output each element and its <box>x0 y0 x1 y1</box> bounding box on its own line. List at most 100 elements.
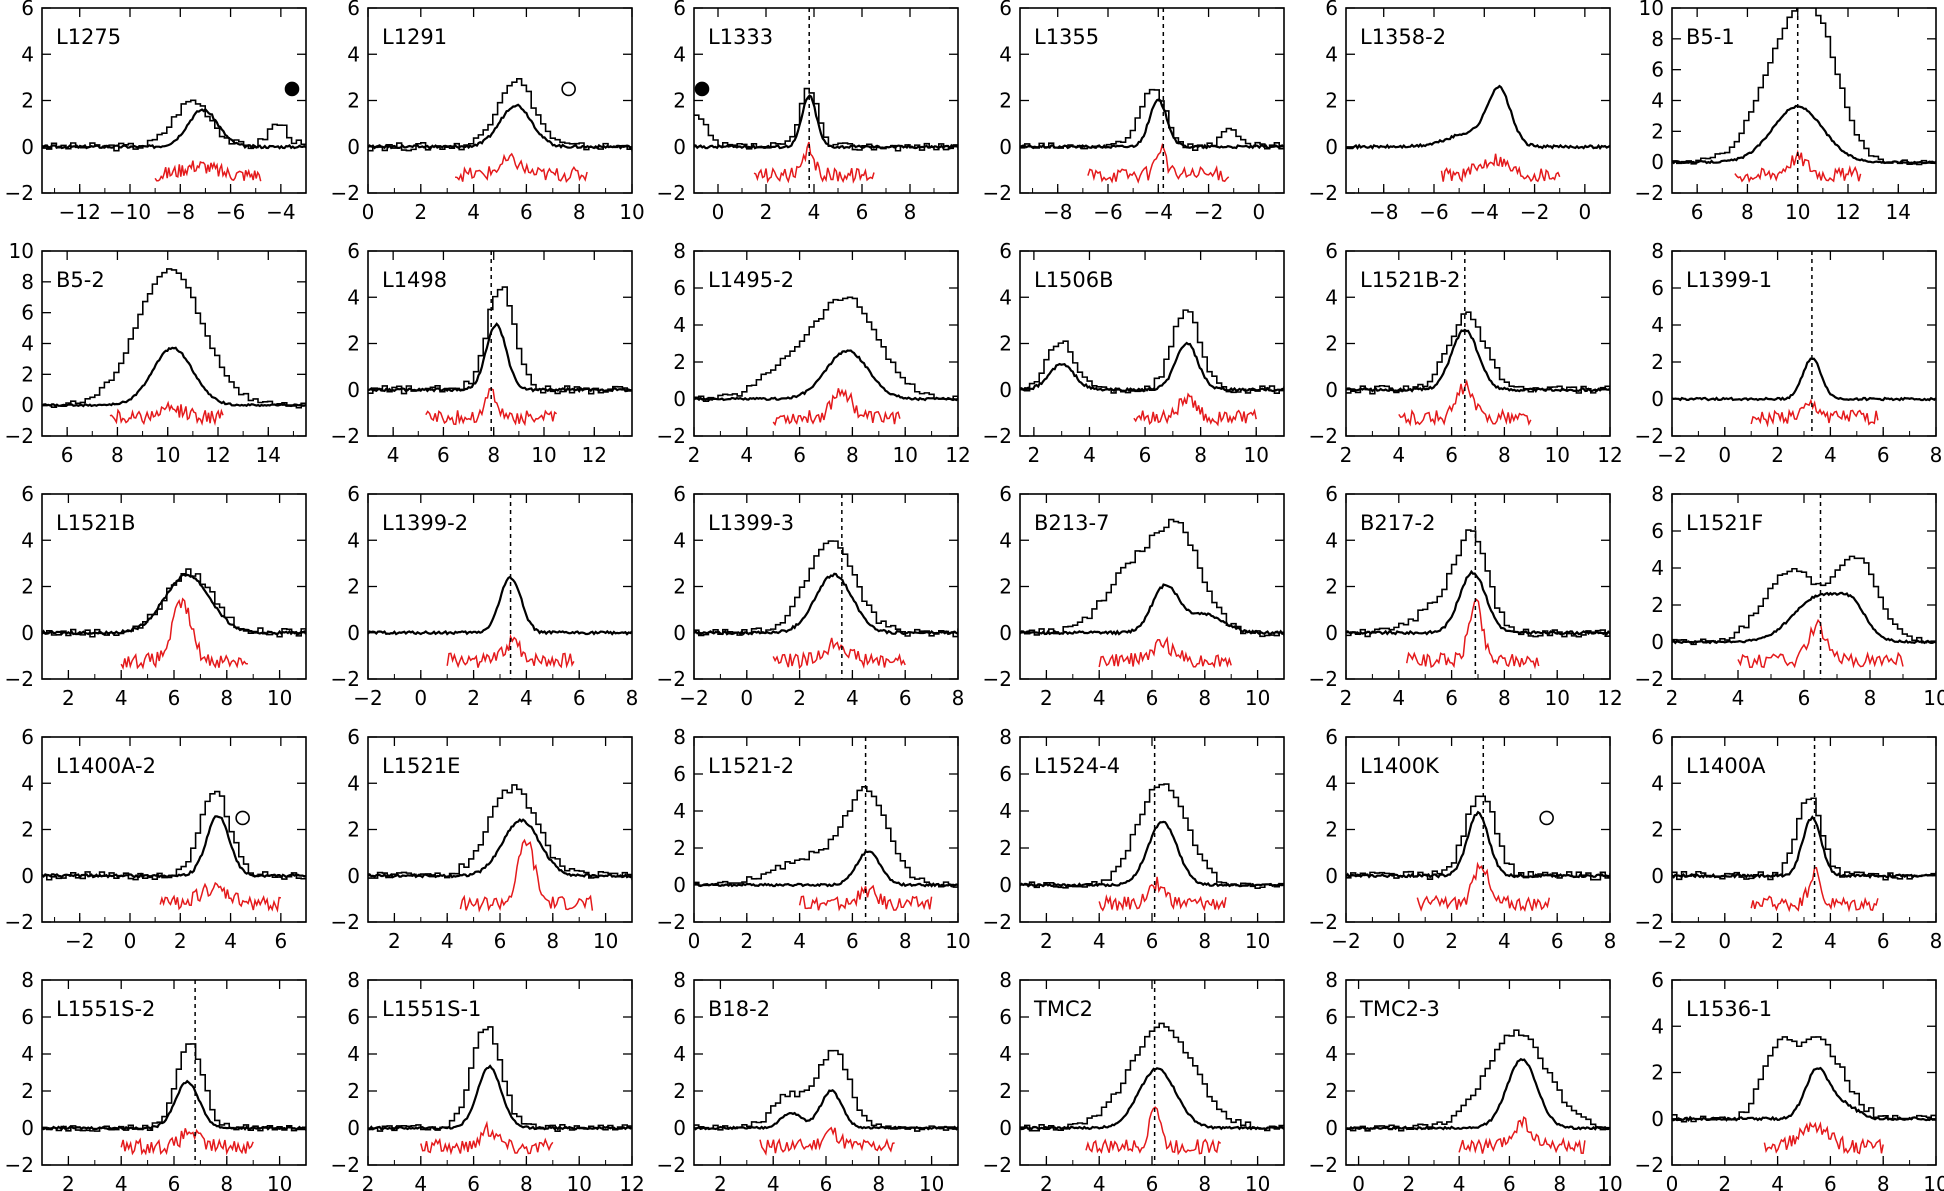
y-tick-label: −2 <box>983 1153 1012 1177</box>
x-tick-label: 8 <box>872 1172 885 1191</box>
x-tick-label: 10 <box>1544 443 1569 467</box>
y-tick-label: 6 <box>21 725 34 749</box>
spectrum-smooth-line <box>368 1064 632 1131</box>
x-tick-label: 6 <box>1445 686 1458 710</box>
x-tick-label: 4 <box>1824 443 1837 467</box>
y-tick-label: −2 <box>983 667 1012 691</box>
y-tick-label: 6 <box>1325 482 1338 506</box>
y-tick-label: 0 <box>1651 1107 1664 1131</box>
y-tick-label: 4 <box>1325 528 1338 552</box>
y-tick-label: 6 <box>1651 519 1664 543</box>
spectrum-panel-12: −2 0 2 4 6 8 −2 0 2 4 6 8 L1399-1 <box>1635 239 1943 467</box>
x-tick-label: 2 <box>688 443 701 467</box>
x-tick-label: −6 <box>216 200 245 224</box>
x-tick-label: 10 <box>1243 443 1268 467</box>
y-tick-label: 6 <box>673 482 686 506</box>
y-tick-label: 6 <box>1651 58 1664 82</box>
x-tick-label: 4 <box>520 686 533 710</box>
y-tick-label: 2 <box>1325 1079 1338 1103</box>
residual-spectrum <box>459 838 594 913</box>
spectrum-panel-1: −12 −10 −8 −6 −4 −2 0 2 4 6 L1275 <box>5 0 307 224</box>
y-tick-label: −2 <box>1309 910 1338 934</box>
x-tick-label: 2 <box>1028 443 1041 467</box>
panel-title: L1551S-2 <box>56 997 155 1021</box>
y-tick-label: 2 <box>999 89 1012 113</box>
y-tick-label: 4 <box>673 313 686 337</box>
spectrum-smooth-line <box>42 815 306 879</box>
y-tick-label: 6 <box>673 1005 686 1029</box>
y-tick-label: −2 <box>1309 181 1338 205</box>
residual-spectrum <box>154 160 262 182</box>
x-tick-label: 8 <box>846 443 859 467</box>
x-tick-label: 4 <box>414 1172 427 1191</box>
y-tick-label: 0 <box>673 387 686 411</box>
y-tick-label: 4 <box>999 799 1012 823</box>
y-tick-label: −2 <box>983 424 1012 448</box>
spectrum-panel-18: 2 4 6 8 10 −2 0 2 4 6 8 L1521F <box>1635 482 1944 710</box>
x-tick-label: 12 <box>205 443 230 467</box>
y-tick-label: 4 <box>1651 556 1664 580</box>
x-tick-label: 8 <box>1198 1172 1211 1191</box>
y-tick-label: 0 <box>1325 1116 1338 1140</box>
y-tick-label: 4 <box>347 528 360 552</box>
y-tick-label: 2 <box>673 89 686 113</box>
y-tick-label: 6 <box>999 0 1012 20</box>
spectrum-histogram <box>368 78 632 152</box>
x-tick-label: 2 <box>740 929 753 953</box>
y-tick-label: 0 <box>347 1116 360 1140</box>
x-tick-label: 4 <box>224 929 237 953</box>
x-tick-label: 6 <box>1445 443 1458 467</box>
panel-frame <box>1345 979 1611 1166</box>
y-tick-label: 6 <box>1651 725 1664 749</box>
y-tick-label: 8 <box>21 968 34 992</box>
spectrum-smooth-line <box>368 103 632 150</box>
x-tick-label: 6 <box>1146 686 1159 710</box>
y-tick-label: 4 <box>1325 285 1338 309</box>
y-tick-label: −2 <box>5 667 34 691</box>
panel-plot-area <box>694 540 958 670</box>
panel-title: L1521B-2 <box>1360 268 1461 292</box>
y-tick-label: 4 <box>21 771 34 795</box>
x-tick-label: 6 <box>520 200 533 224</box>
spectrum-panel-14: −2 0 2 4 6 8 −2 0 2 4 6 L1399-2 <box>331 482 639 710</box>
panel-plot-area <box>694 87 958 184</box>
spectrum-histogram <box>694 296 958 402</box>
y-tick-label: −2 <box>983 910 1012 934</box>
y-tick-label: −2 <box>331 667 360 691</box>
y-tick-label: 6 <box>1325 1005 1338 1029</box>
x-tick-label: 4 <box>1093 686 1106 710</box>
panel-plot-area <box>694 786 958 912</box>
residual-spectrum <box>1440 153 1561 183</box>
x-tick-label: 4 <box>441 929 454 953</box>
x-tick-label: 4 <box>1732 686 1745 710</box>
spectrum-smooth-line <box>1346 328 1610 394</box>
panel-title: L1400A-2 <box>56 754 156 778</box>
x-tick-label: 4 <box>740 443 753 467</box>
y-tick-label: 4 <box>673 799 686 823</box>
spectrum-smooth-line <box>1672 1066 1936 1123</box>
y-tick-label: 2 <box>1651 119 1664 143</box>
y-tick-label: −2 <box>1635 910 1664 934</box>
x-tick-label: 2 <box>1771 929 1784 953</box>
residual-spectrum <box>753 141 875 184</box>
x-tick-label: −6 <box>1093 200 1122 224</box>
x-tick-label: 12 <box>1835 200 1860 224</box>
panel-title: L1291 <box>382 25 447 49</box>
x-tick-label: 8 <box>1194 443 1207 467</box>
x-tick-label: 2 <box>1340 686 1353 710</box>
x-tick-label: 8 <box>220 686 233 710</box>
x-tick-label: 6 <box>467 1172 480 1191</box>
spectrum-smooth-line <box>1672 104 1936 165</box>
y-tick-label: 2 <box>347 332 360 356</box>
x-tick-label: 8 <box>520 1172 533 1191</box>
spectrum-smooth-line <box>42 573 306 636</box>
panel-title: L1358-2 <box>1360 25 1446 49</box>
y-tick-label: 8 <box>999 968 1012 992</box>
y-tick-label: −2 <box>1635 181 1664 205</box>
y-tick-label: 0 <box>1651 150 1664 174</box>
panel-plot-area <box>368 784 632 913</box>
y-tick-label: 4 <box>1325 1042 1338 1066</box>
residual-spectrum <box>772 637 906 670</box>
y-tick-label: 0 <box>347 135 360 159</box>
y-tick-label: 2 <box>21 362 34 386</box>
